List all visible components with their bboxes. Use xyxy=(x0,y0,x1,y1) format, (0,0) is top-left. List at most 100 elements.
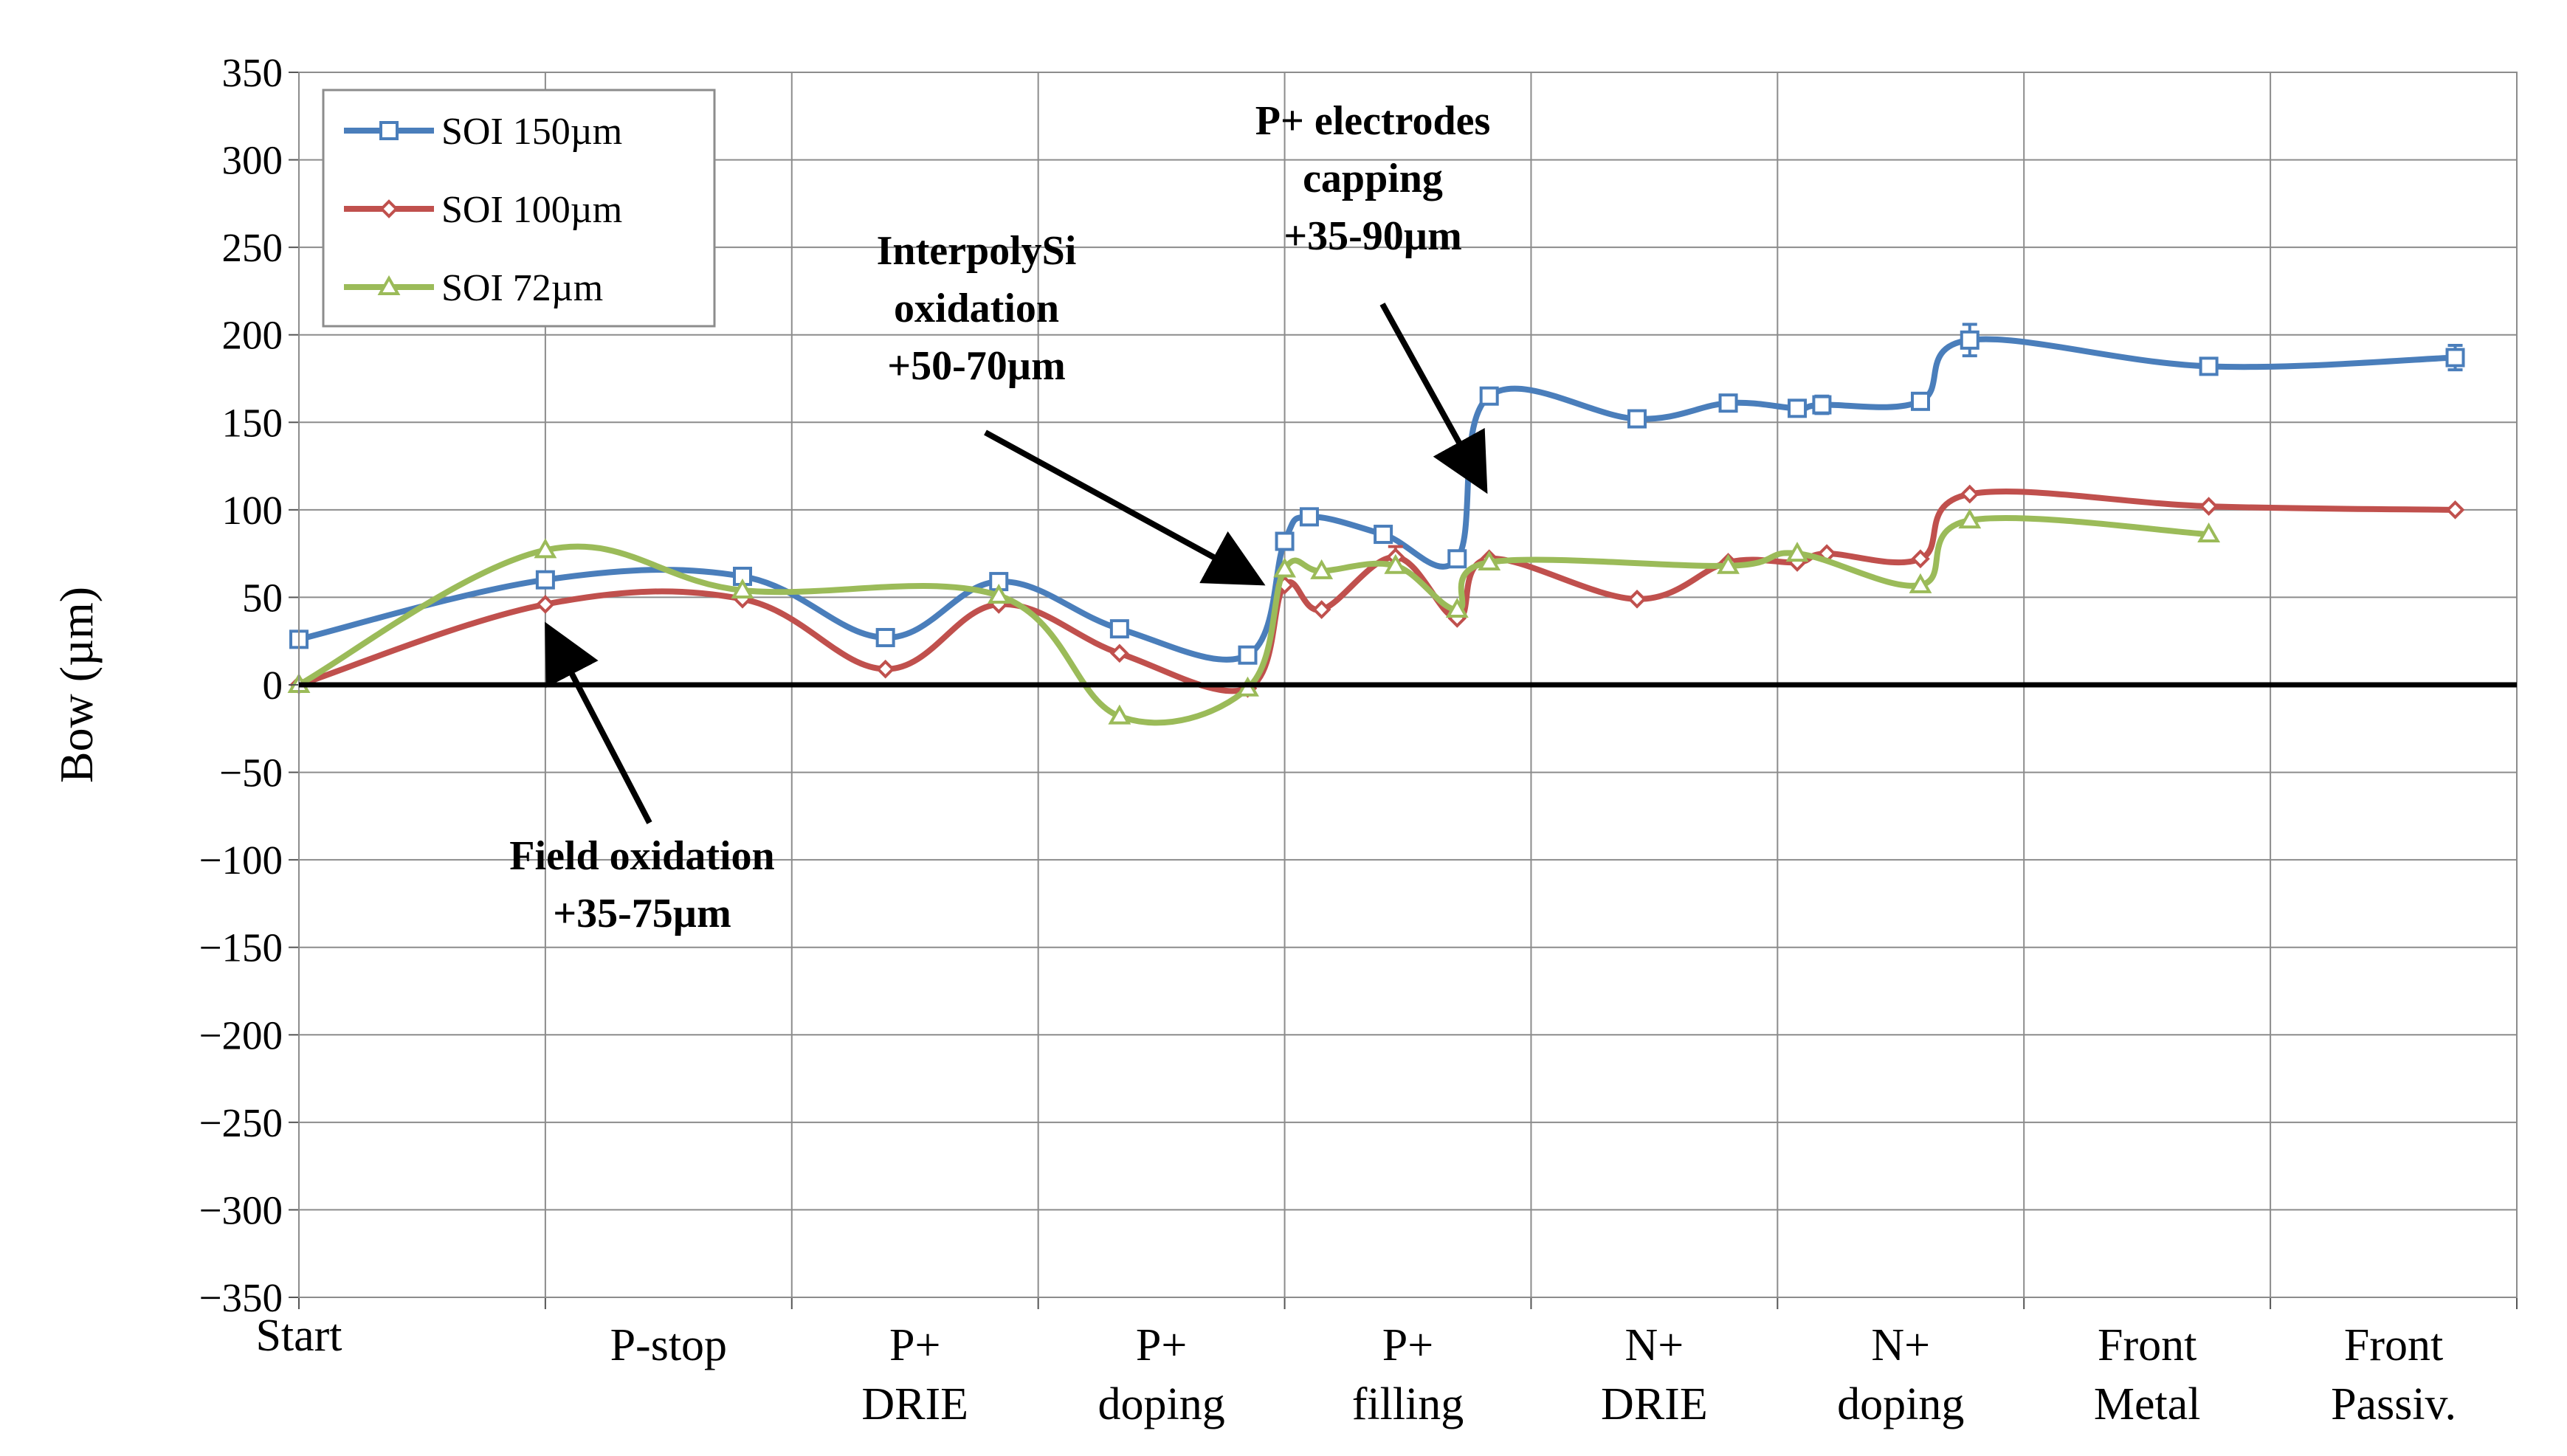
annotation-text: capping xyxy=(1303,156,1443,201)
x-tick-label: P+ xyxy=(1382,1320,1433,1370)
x-tick-label: Front xyxy=(2344,1320,2443,1370)
data-point xyxy=(1447,549,1467,569)
series-line xyxy=(296,488,2459,694)
data-point xyxy=(1374,525,1393,545)
data-point xyxy=(875,659,895,679)
y-tick-label: −250 xyxy=(199,1100,283,1145)
data-point xyxy=(1627,409,1647,429)
data-point xyxy=(1960,330,1979,350)
annotation-arrow xyxy=(545,621,652,824)
data-point xyxy=(1299,507,1319,527)
annotation: InterpolySi oxidation +50-70µm xyxy=(877,228,1266,586)
annotation-text: +35-75µm xyxy=(553,891,731,936)
data-point xyxy=(1911,549,1930,569)
x-tick-label: Metal xyxy=(2094,1379,2201,1429)
data-point xyxy=(2197,522,2221,543)
annotation: Field oxidation +35-75µm xyxy=(509,621,775,936)
series-soi-100um xyxy=(289,484,2465,698)
data-point xyxy=(1312,600,1331,619)
annotation-text: P+ electrodes xyxy=(1255,98,1491,144)
data-point xyxy=(731,578,754,598)
data-point xyxy=(1478,550,1501,570)
legend-marker xyxy=(377,275,401,295)
x-tick-label: DRIE xyxy=(1601,1379,1708,1429)
y-tick-label: 0 xyxy=(263,663,283,708)
legend-marker xyxy=(379,199,399,218)
annotation-text: +35-90µm xyxy=(1284,213,1461,259)
data-point xyxy=(1109,619,1129,639)
data-point xyxy=(1238,645,1258,665)
series-line xyxy=(296,336,2459,663)
x-tick-label: N+ xyxy=(1871,1320,1930,1370)
y-axis-title: Bow (µm) xyxy=(50,587,103,783)
annotation-text: Field oxidation xyxy=(509,833,774,879)
data-point xyxy=(987,584,1010,604)
legend-label: SOI 150µm xyxy=(441,111,622,153)
legend-entry-soi-100um: SOI 100µm xyxy=(344,189,622,231)
y-tick-label: 200 xyxy=(222,313,283,358)
data-point xyxy=(1718,393,1738,413)
x-tick-label: DRIE xyxy=(861,1379,968,1429)
y-tick-label: 100 xyxy=(222,488,283,533)
y-tick-label: −350 xyxy=(199,1275,283,1320)
y-tick-label: 300 xyxy=(222,138,283,183)
x-tick-label: doping xyxy=(1837,1379,1964,1429)
y-tick-label: −50 xyxy=(219,751,283,796)
x-tick-label: filling xyxy=(1352,1379,1464,1429)
legend-entry-soi-150um: SOI 150µm xyxy=(344,111,622,153)
axes: 350 300 250 200 150 100 50 0 −50 −100 −150 −200 −250… xyxy=(50,50,2518,1429)
data-point xyxy=(1960,484,1979,504)
x-tick-label: Front xyxy=(2098,1320,2196,1370)
y-tick-label: −200 xyxy=(199,1012,283,1058)
legend-label: SOI 100µm xyxy=(441,189,622,231)
data-point xyxy=(1909,573,1932,593)
legend-label: SOI 72µm xyxy=(441,267,603,309)
data-point xyxy=(2199,356,2219,376)
data-point xyxy=(1110,644,1129,663)
legend-marker xyxy=(379,121,399,140)
data-point xyxy=(1958,508,1982,529)
legend-entry-soi-72um: SOI 72µm xyxy=(344,267,603,309)
legend: SOI 150µm SOI 100µm SOI 72µm xyxy=(322,89,716,328)
x-tick-label: doping xyxy=(1098,1379,1224,1429)
x-tick-label: P+ xyxy=(889,1320,940,1370)
x-tick-label: N+ xyxy=(1625,1320,1684,1370)
data-point xyxy=(1445,597,1469,618)
data-point xyxy=(1479,386,1499,406)
series-soi-150um xyxy=(289,322,2465,665)
data-point xyxy=(1788,398,1808,418)
x-tick-label: Passiv. xyxy=(2331,1379,2456,1429)
x-tick-label: Start xyxy=(255,1311,342,1361)
annotation: P+ electrodes capping +35-90µm xyxy=(1255,98,1491,494)
y-tick-label: −300 xyxy=(199,1187,283,1232)
y-tick-label: −100 xyxy=(199,838,283,883)
x-tick-label: P-stop xyxy=(610,1320,727,1370)
data-point xyxy=(2445,348,2465,368)
data-point xyxy=(1384,553,1407,574)
data-point xyxy=(1785,542,1809,562)
series-layer xyxy=(287,322,2465,726)
annotation-text: InterpolySi xyxy=(877,228,1077,274)
data-point xyxy=(1108,704,1131,725)
annotation-arrow xyxy=(984,429,1266,586)
y-tick-label: 50 xyxy=(242,575,283,620)
data-point xyxy=(1310,559,1334,579)
y-tick-label: 250 xyxy=(222,225,283,270)
data-point xyxy=(875,627,895,647)
y-tick-label: 350 xyxy=(222,50,283,95)
y-tick-label: 150 xyxy=(222,400,283,445)
data-point xyxy=(1910,391,1930,411)
x-tick-label: P+ xyxy=(1136,1320,1187,1370)
data-point xyxy=(2445,500,2465,520)
annotation-text: +50-70µm xyxy=(887,343,1065,389)
data-point xyxy=(1717,553,1740,574)
data-point xyxy=(1273,557,1297,578)
data-point xyxy=(1275,531,1295,551)
data-point xyxy=(1812,395,1832,415)
annotation-arrow xyxy=(1379,303,1488,494)
y-tick-label: −150 xyxy=(199,925,283,970)
data-point xyxy=(535,570,555,590)
data-point xyxy=(1627,589,1647,609)
data-point xyxy=(536,595,555,614)
